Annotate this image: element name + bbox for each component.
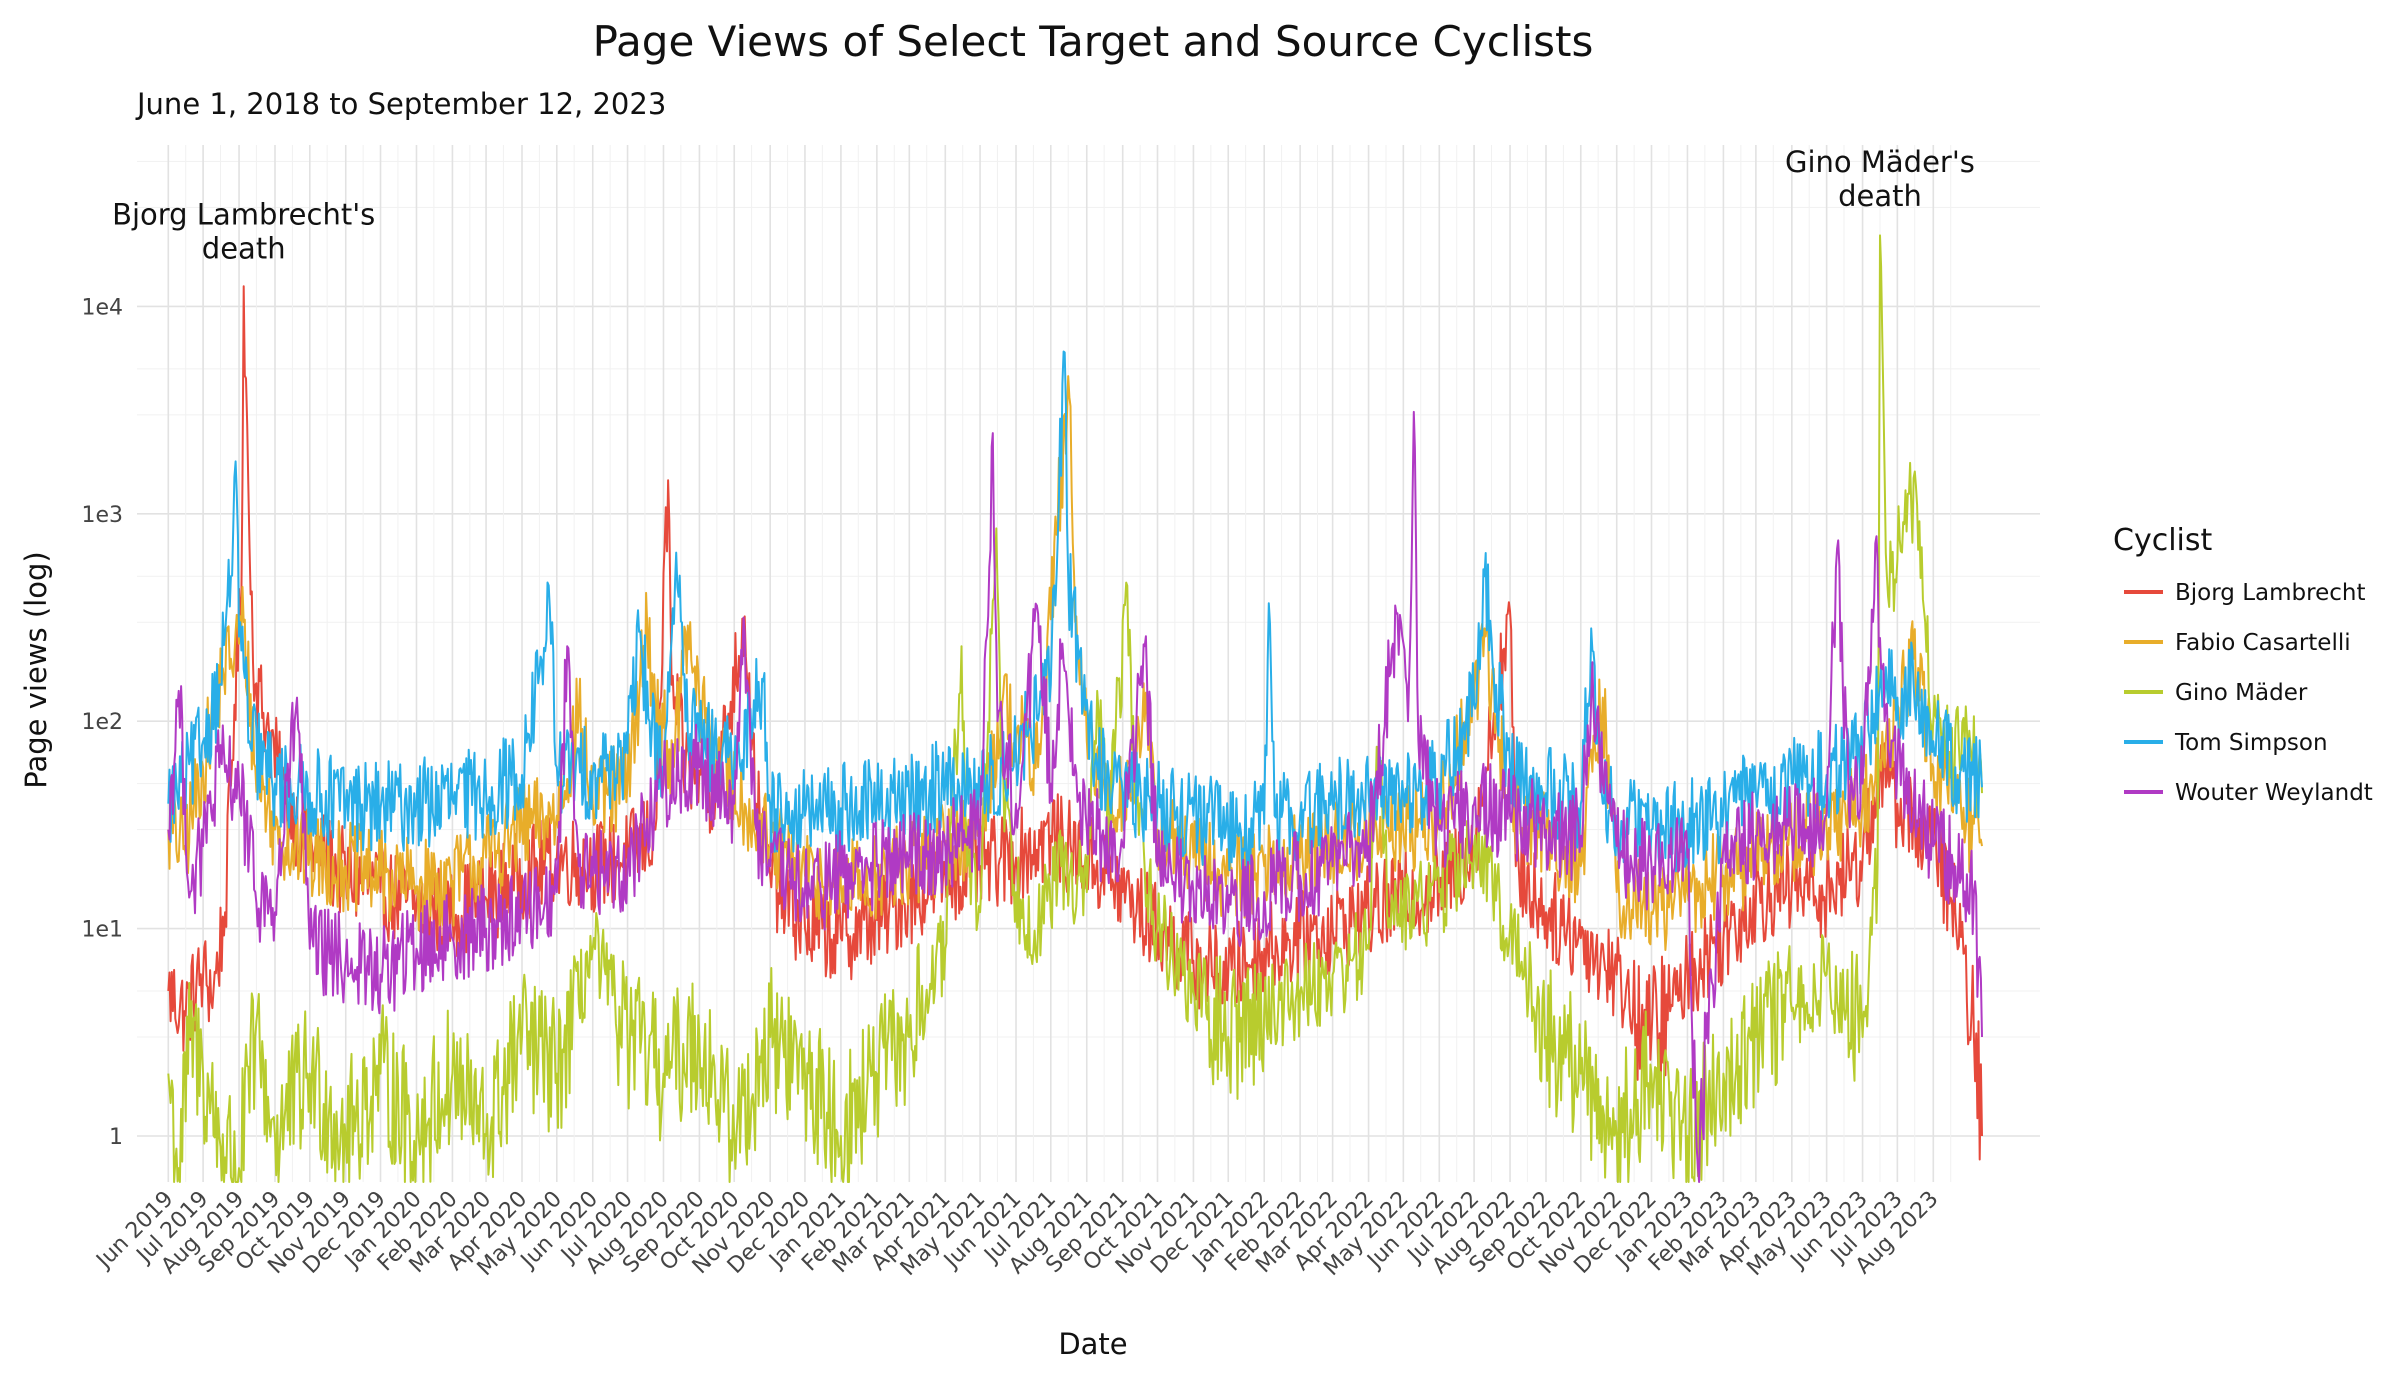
series-line-wouter-weylandt: [167, 410, 1983, 1183]
legend-label: Bjorg Lambrecht: [2175, 580, 2365, 606]
y-tick-label: 1e1: [81, 918, 123, 943]
chart-subtitle: June 1, 2018 to September 12, 2023: [135, 87, 666, 121]
legend-title: Cyclist: [2113, 523, 2212, 558]
y-tick-label: 1: [109, 1125, 123, 1150]
series-line-tom-simpson: [167, 350, 1983, 873]
annotations: Bjorg Lambrecht's death Gino Mäder's death: [112, 145, 1975, 265]
legend-label: Fabio Casartelli: [2175, 630, 2351, 656]
legend-label: Tom Simpson: [2174, 730, 2328, 756]
series-layer: [167, 234, 1983, 1183]
legend-label: Gino Mäder: [2175, 680, 2308, 706]
annotation-label: Bjorg Lambrecht's death: [112, 198, 375, 266]
x-axis-label: Date: [1058, 1327, 1127, 1361]
chart-title: Page Views of Select Target and Source C…: [593, 17, 1594, 66]
y-tick-label: 1e4: [81, 295, 123, 320]
y-axis: 1 1e1 1e2 1e3 1e4: [81, 295, 123, 1150]
series-line-gino-m-der: [167, 234, 1983, 1183]
y-tick-label: 1e2: [81, 710, 123, 735]
series-line-bjorg-lambrecht: [167, 285, 1983, 1161]
legend: Cyclist Bjorg Lambrecht Fabio Casartelli G…: [2113, 523, 2373, 806]
annotation-label: Gino Mäder's death: [1785, 145, 1975, 213]
y-axis-label: Page views (log): [19, 551, 53, 788]
legend-label: Wouter Weylandt: [2175, 780, 2373, 806]
y-tick-label: 1e3: [81, 503, 123, 528]
